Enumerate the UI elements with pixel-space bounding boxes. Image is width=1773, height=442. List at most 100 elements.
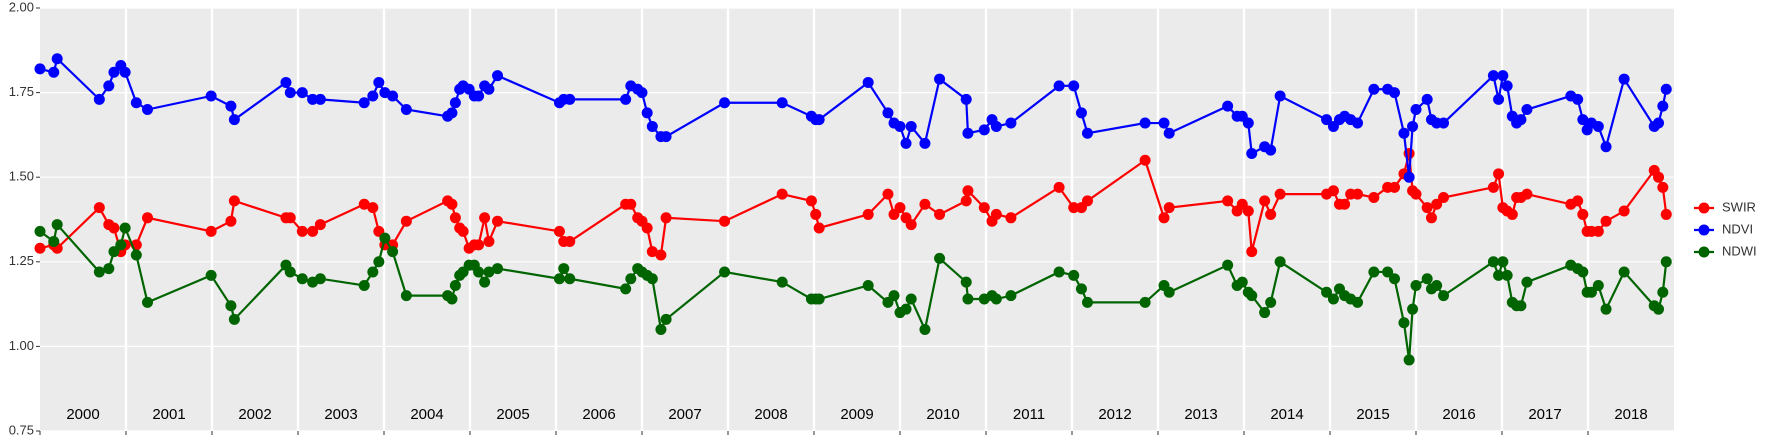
data-point bbox=[919, 137, 931, 149]
data-point bbox=[1352, 188, 1364, 200]
data-point bbox=[307, 225, 319, 237]
data-point bbox=[882, 188, 894, 200]
year-label: 2013 bbox=[1184, 406, 1217, 423]
data-point bbox=[1075, 283, 1087, 295]
data-point bbox=[1352, 117, 1364, 129]
data-point bbox=[367, 202, 379, 214]
data-point bbox=[934, 252, 946, 264]
data-point bbox=[1515, 114, 1527, 126]
year-label: 2014 bbox=[1270, 406, 1303, 423]
data-point bbox=[387, 246, 399, 258]
data-point bbox=[1493, 269, 1505, 281]
data-point bbox=[130, 97, 142, 109]
year-label: 2004 bbox=[410, 406, 443, 423]
data-point bbox=[990, 293, 1002, 305]
data-point bbox=[1618, 266, 1630, 278]
data-point bbox=[1585, 286, 1597, 298]
data-point bbox=[130, 249, 142, 261]
data-point bbox=[1403, 171, 1415, 183]
data-point bbox=[1421, 202, 1433, 214]
data-point bbox=[962, 185, 974, 197]
data-point bbox=[1506, 208, 1518, 220]
data-point bbox=[810, 208, 822, 220]
data-point bbox=[894, 202, 906, 214]
data-point bbox=[900, 137, 912, 149]
data-point bbox=[1657, 100, 1669, 112]
panel-background bbox=[40, 8, 1674, 431]
data-point bbox=[449, 212, 461, 224]
data-point bbox=[1242, 205, 1254, 217]
data-point bbox=[776, 188, 788, 200]
data-point bbox=[1222, 259, 1234, 271]
data-point bbox=[1398, 127, 1410, 139]
data-point bbox=[1139, 117, 1151, 129]
data-point bbox=[719, 266, 731, 278]
data-point bbox=[1410, 188, 1422, 200]
data-point bbox=[1389, 87, 1400, 99]
data-point bbox=[888, 290, 900, 302]
data-point bbox=[1592, 120, 1604, 132]
data-point bbox=[1438, 117, 1450, 129]
data-point bbox=[48, 66, 60, 78]
data-point bbox=[862, 279, 874, 291]
data-point bbox=[1660, 83, 1672, 95]
data-point bbox=[553, 273, 565, 285]
data-point bbox=[905, 219, 917, 231]
data-point bbox=[1005, 290, 1017, 302]
data-point bbox=[646, 246, 658, 258]
data-point bbox=[314, 219, 326, 231]
data-point bbox=[776, 276, 788, 288]
data-point bbox=[1653, 117, 1665, 129]
data-point bbox=[1497, 70, 1509, 82]
data-point bbox=[1321, 114, 1333, 126]
legend-label: SWIR bbox=[1722, 199, 1756, 214]
data-point bbox=[1577, 266, 1589, 278]
data-point bbox=[636, 87, 648, 99]
data-point bbox=[1410, 104, 1422, 116]
data-point bbox=[400, 215, 412, 227]
data-point bbox=[367, 90, 379, 102]
data-point bbox=[1368, 83, 1380, 95]
year-label: 2006 bbox=[582, 406, 615, 423]
data-point bbox=[108, 246, 120, 258]
data-point bbox=[93, 93, 105, 105]
data-point bbox=[284, 212, 296, 224]
data-point bbox=[813, 293, 825, 305]
data-point bbox=[1521, 276, 1533, 288]
data-point bbox=[1572, 195, 1584, 207]
data-point bbox=[553, 225, 565, 237]
data-point bbox=[473, 90, 485, 102]
year-label: 2011 bbox=[1013, 406, 1045, 423]
data-point bbox=[284, 87, 296, 99]
data-point bbox=[1487, 256, 1499, 268]
data-point bbox=[142, 212, 153, 224]
data-point bbox=[558, 263, 570, 275]
data-point bbox=[1600, 215, 1612, 227]
data-point bbox=[719, 97, 731, 109]
data-point bbox=[93, 266, 105, 278]
data-point bbox=[457, 225, 469, 237]
data-point bbox=[479, 276, 491, 288]
data-point bbox=[1403, 354, 1415, 366]
data-point bbox=[962, 293, 974, 305]
data-point bbox=[34, 225, 46, 237]
data-point bbox=[34, 242, 46, 254]
data-point bbox=[1246, 290, 1258, 302]
data-point bbox=[34, 63, 46, 75]
year-label: 2002 bbox=[238, 406, 271, 423]
data-point bbox=[1274, 90, 1286, 102]
data-point bbox=[142, 104, 153, 116]
legend-label: NDVI bbox=[1722, 221, 1753, 236]
data-point bbox=[620, 283, 632, 295]
data-point bbox=[1368, 266, 1380, 278]
legend-marker bbox=[1698, 246, 1710, 258]
data-point bbox=[1653, 171, 1665, 183]
data-point bbox=[1339, 198, 1351, 210]
data-point bbox=[564, 93, 576, 105]
data-point bbox=[1493, 93, 1505, 105]
data-point bbox=[1407, 120, 1419, 132]
legend-marker bbox=[1698, 202, 1710, 214]
data-point bbox=[228, 114, 240, 126]
data-point bbox=[1572, 93, 1584, 105]
data-point bbox=[1139, 154, 1151, 166]
